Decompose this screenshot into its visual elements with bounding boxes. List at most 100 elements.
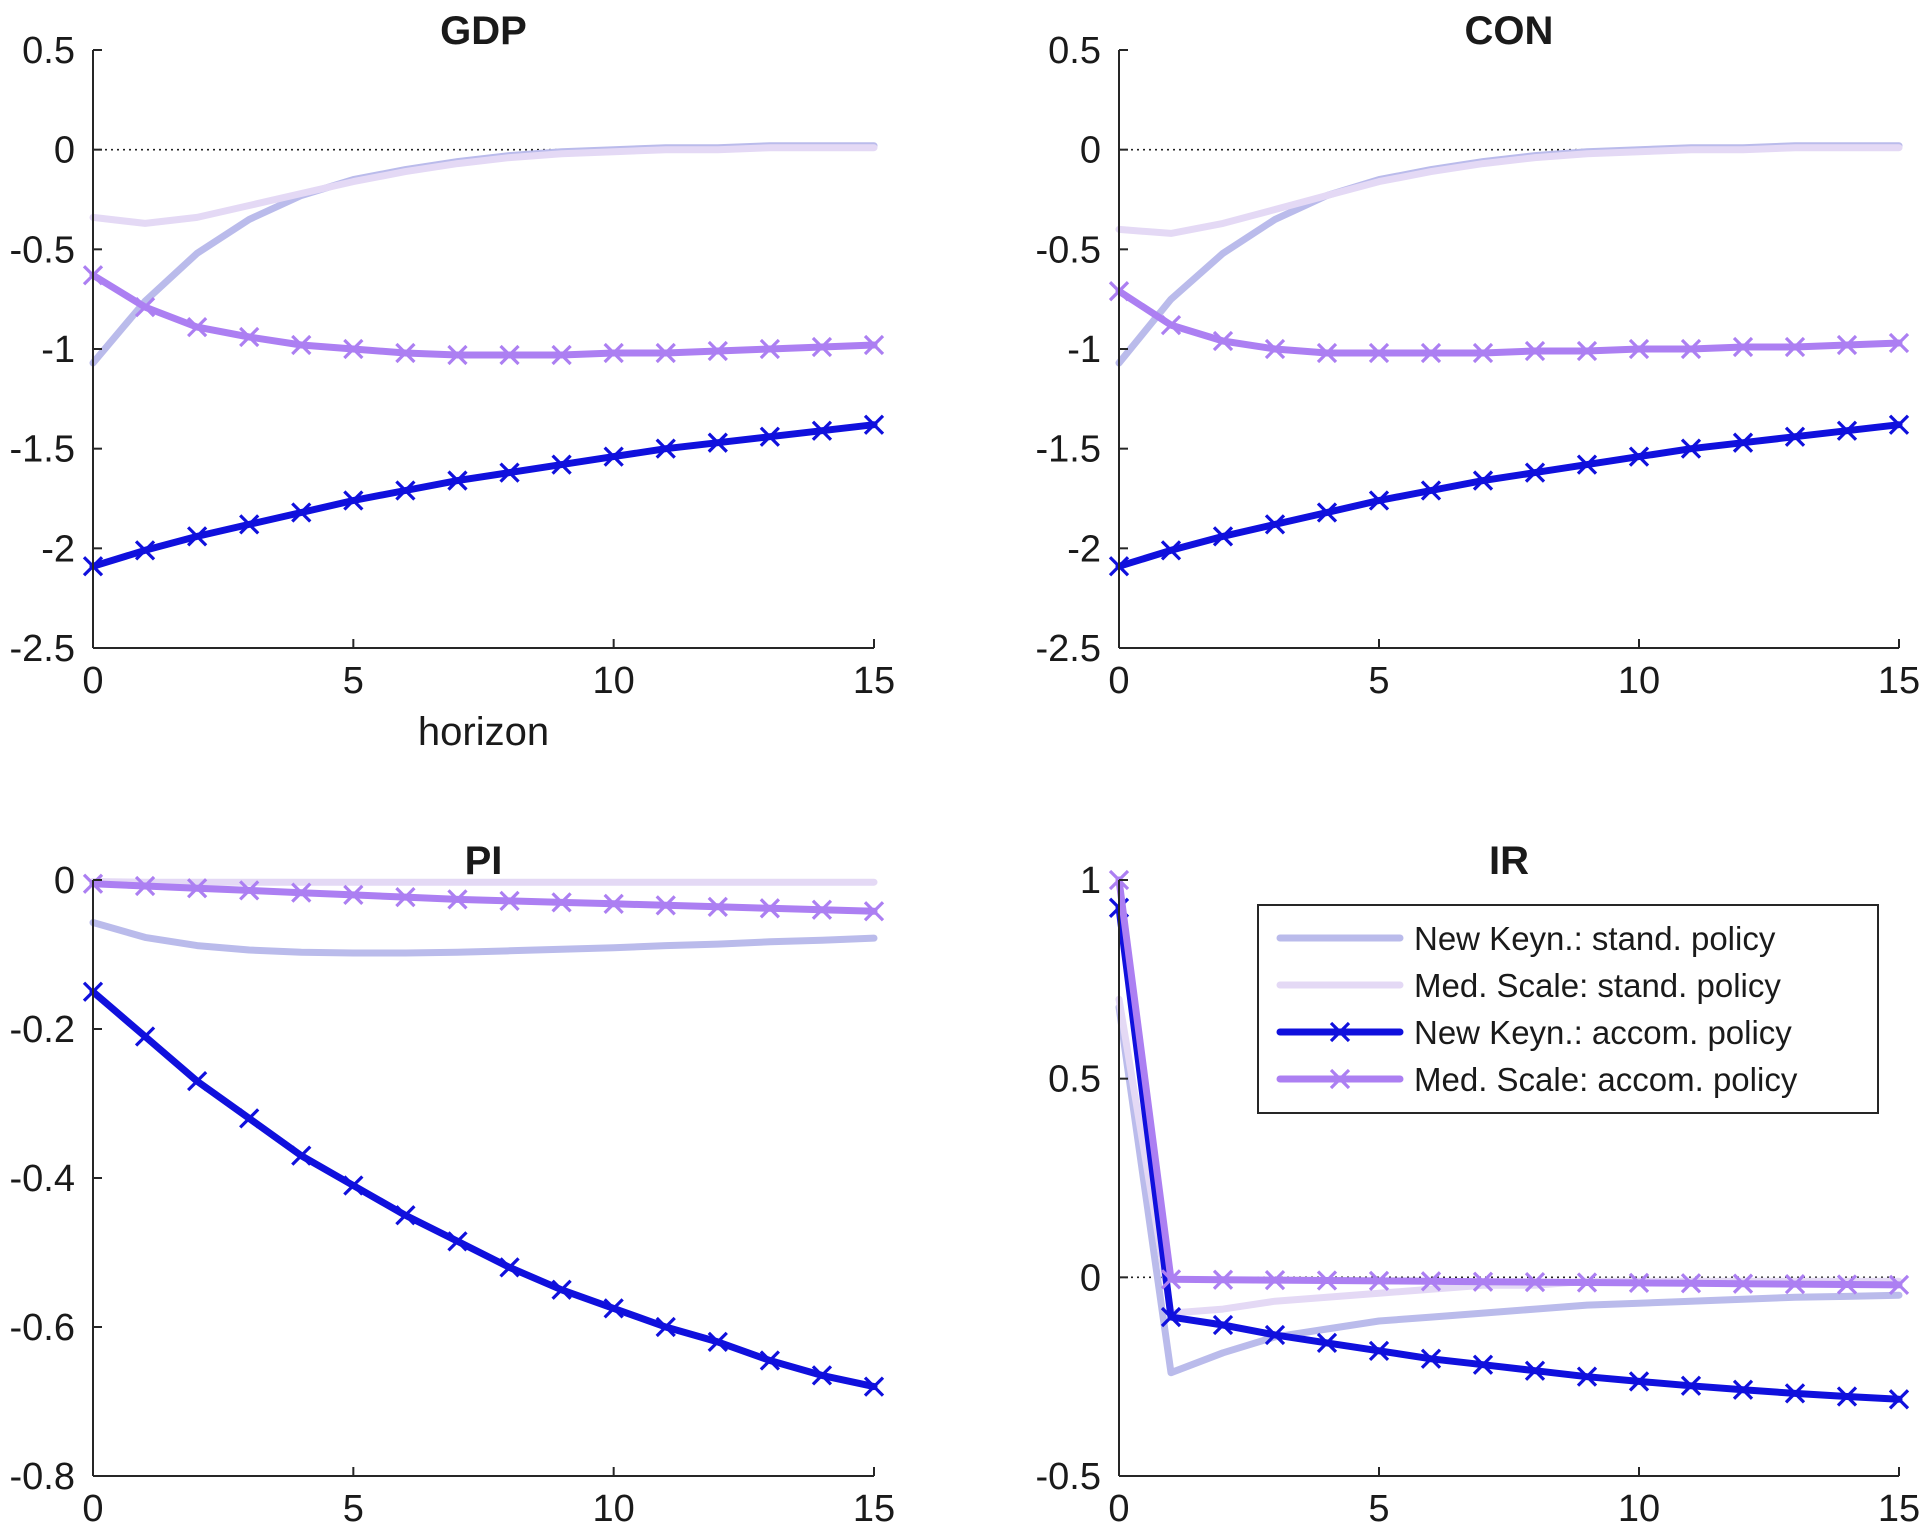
data-point bbox=[291, 882, 312, 903]
data-point bbox=[1524, 462, 1546, 483]
series-1 bbox=[1115, 142, 1903, 367]
legend-item: New Keyn.: stand. policy bbox=[1276, 920, 1776, 957]
x-tick-label: 0 bbox=[82, 1488, 103, 1530]
y-tick-label: -2 bbox=[41, 528, 75, 570]
data-point bbox=[759, 338, 780, 360]
series-2 bbox=[1115, 144, 1903, 237]
data-point bbox=[1836, 420, 1858, 441]
data-point bbox=[1888, 414, 1910, 435]
y-tick-label: 0.5 bbox=[1048, 1059, 1101, 1101]
data-point bbox=[1680, 1273, 1702, 1294]
y-tick-label: -0.8 bbox=[10, 1456, 75, 1498]
data-point bbox=[1628, 446, 1650, 467]
data-point bbox=[1836, 1274, 1858, 1295]
series-line bbox=[89, 880, 878, 915]
data-point bbox=[499, 1257, 520, 1278]
data-point bbox=[707, 432, 728, 453]
data-point bbox=[1628, 1371, 1650, 1392]
data-point bbox=[603, 893, 624, 914]
series-line bbox=[1115, 1003, 1903, 1377]
series-4 bbox=[1108, 869, 1910, 1296]
panel-pi: PI0-0.2-0.4-0.6-0.80 5 10 15 bbox=[10, 839, 896, 1530]
y-tick-label: 0.5 bbox=[1048, 30, 1101, 72]
data-point bbox=[187, 526, 208, 547]
data-point bbox=[1836, 334, 1858, 356]
x-tick-label: 15 bbox=[853, 660, 895, 702]
legend-label: New Keyn.: stand. policy bbox=[1414, 920, 1776, 957]
legend-item: New Keyn.: accom. policy bbox=[1276, 1014, 1792, 1051]
data-point bbox=[551, 454, 572, 475]
y-tick-label: -0.6 bbox=[10, 1307, 75, 1349]
y-tick-label: -1 bbox=[41, 329, 75, 371]
data-point bbox=[447, 470, 468, 491]
data-point bbox=[1368, 342, 1390, 364]
legend-label: Med. Scale: stand. policy bbox=[1414, 967, 1781, 1004]
series-line bbox=[89, 919, 878, 957]
series-line bbox=[89, 144, 878, 227]
data-point bbox=[707, 1331, 728, 1353]
panel-title: PI bbox=[465, 839, 503, 883]
data-point bbox=[1368, 1340, 1390, 1361]
x-tick-label: 0 bbox=[1108, 660, 1129, 702]
series-3 bbox=[1108, 414, 1910, 577]
data-point bbox=[1368, 490, 1390, 511]
data-point bbox=[395, 342, 416, 364]
series-line bbox=[89, 271, 878, 359]
series-line bbox=[89, 878, 878, 886]
data-point bbox=[1420, 1348, 1442, 1369]
data-point bbox=[1680, 438, 1702, 459]
data-point bbox=[707, 340, 728, 362]
data-point bbox=[1576, 1272, 1598, 1293]
y-tick-label: -2.5 bbox=[10, 628, 75, 670]
data-point bbox=[187, 1071, 208, 1092]
data-point bbox=[863, 414, 885, 435]
data-point bbox=[447, 889, 468, 910]
data-point bbox=[499, 890, 520, 911]
y-tick-label: -1.5 bbox=[1036, 429, 1101, 471]
data-point bbox=[1628, 338, 1650, 360]
data-point bbox=[1264, 1269, 1286, 1291]
data-point bbox=[1576, 1366, 1598, 1387]
series-line bbox=[1115, 876, 1903, 1289]
data-point bbox=[1784, 426, 1806, 447]
data-point bbox=[1212, 330, 1234, 352]
data-point bbox=[239, 326, 260, 348]
data-point bbox=[1888, 332, 1910, 354]
legend-item: Med. Scale: stand. policy bbox=[1276, 967, 1781, 1004]
x-tick-label: 10 bbox=[593, 1488, 635, 1530]
data-point bbox=[447, 1231, 468, 1252]
data-point bbox=[1888, 1389, 1910, 1410]
data-point bbox=[1524, 340, 1546, 362]
series-3 bbox=[82, 981, 885, 1397]
data-point bbox=[551, 1279, 572, 1300]
data-point bbox=[1212, 526, 1234, 547]
x-tick-label: 0 bbox=[82, 660, 103, 702]
data-point bbox=[1212, 1314, 1234, 1336]
data-point bbox=[134, 540, 156, 561]
series-line bbox=[1115, 287, 1903, 357]
series-line bbox=[89, 988, 878, 1391]
data-point bbox=[655, 438, 676, 459]
y-tick-label: 0.5 bbox=[22, 30, 75, 72]
y-tick-label: 1 bbox=[1080, 860, 1101, 902]
data-point bbox=[811, 899, 833, 920]
data-point bbox=[1160, 1306, 1182, 1328]
y-tick-label: -0.5 bbox=[1036, 1456, 1101, 1498]
data-point bbox=[395, 887, 416, 908]
series-2 bbox=[89, 878, 878, 886]
panel-title: CON bbox=[1465, 9, 1554, 53]
data-point bbox=[603, 342, 624, 364]
data-point bbox=[863, 901, 885, 922]
data-point bbox=[1264, 1324, 1286, 1346]
data-point bbox=[811, 1365, 833, 1386]
data-point bbox=[1576, 454, 1598, 475]
data-point bbox=[1316, 1270, 1338, 1291]
data-point bbox=[1420, 1271, 1442, 1292]
series-3 bbox=[82, 414, 885, 577]
y-tick-label: -0.2 bbox=[10, 1009, 75, 1051]
data-point bbox=[134, 875, 156, 897]
